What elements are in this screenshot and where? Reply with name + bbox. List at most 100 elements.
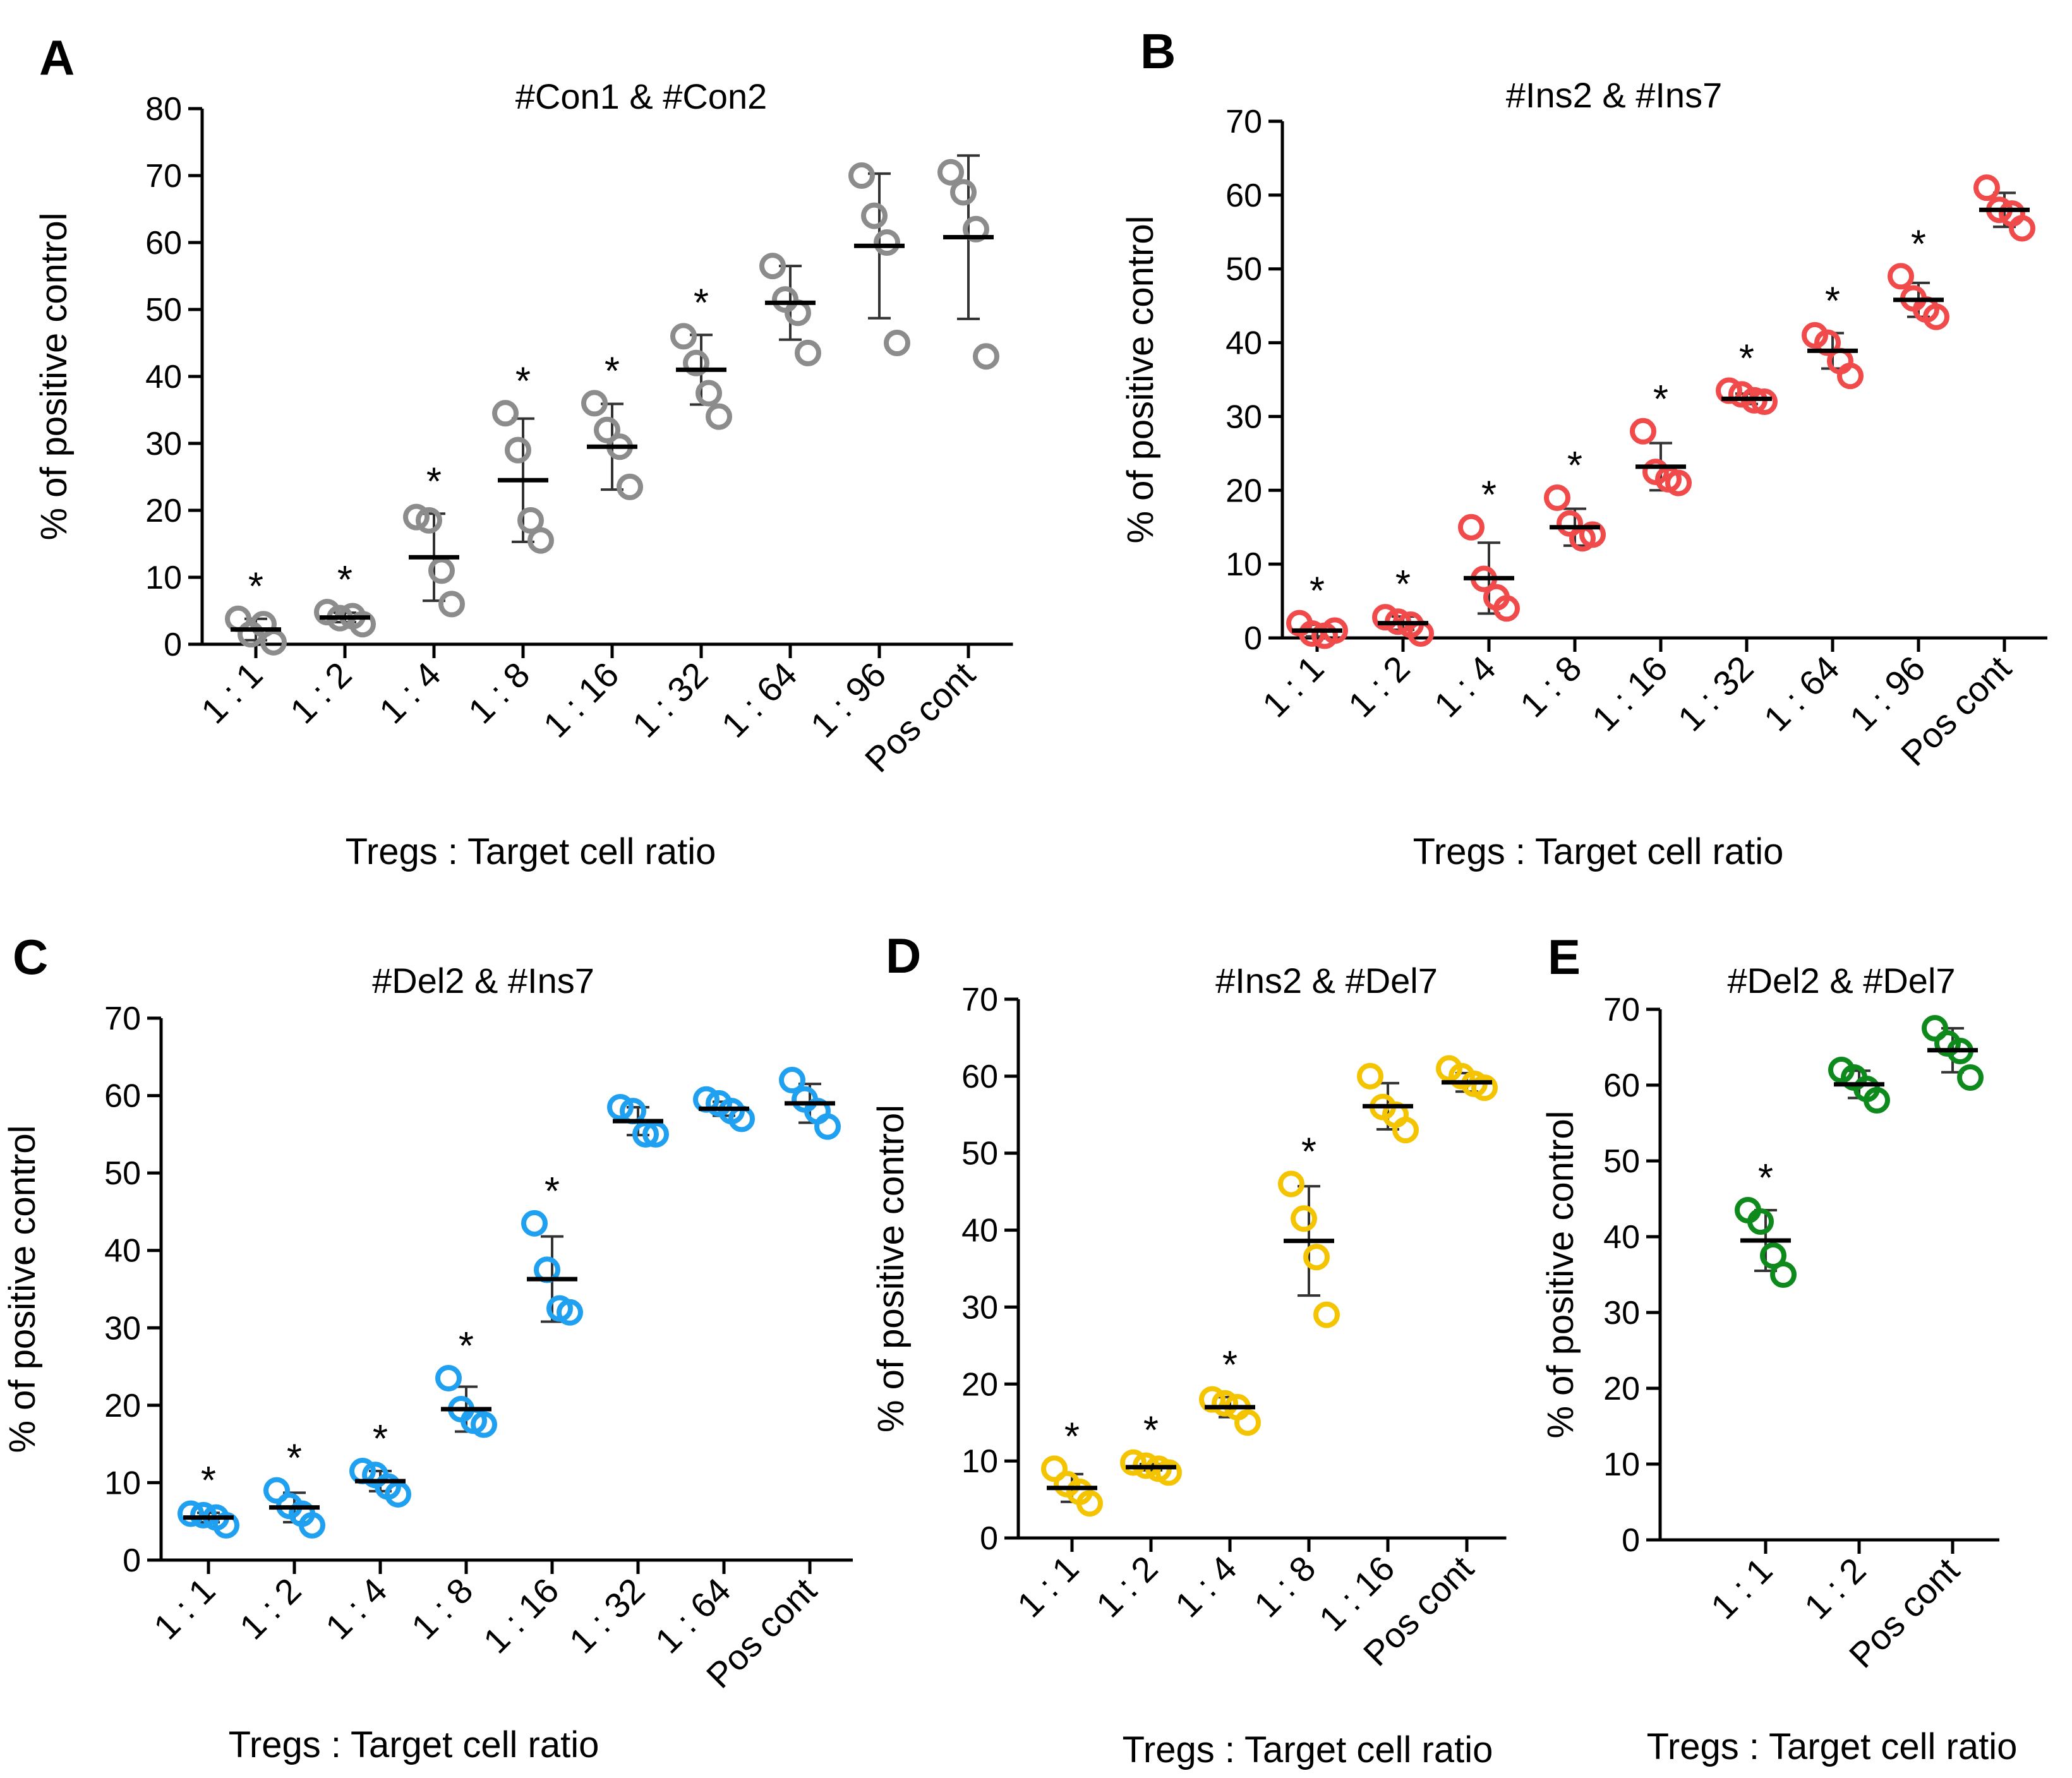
x-tick-label: 1 : 2 — [1088, 1548, 1166, 1625]
x-tick-label: 1 : 8 — [1512, 648, 1589, 725]
x-tick-label: 1 : 4 — [1167, 1548, 1244, 1625]
y-tick-label: 40 — [961, 1213, 998, 1249]
x-tick-label: 1 : 1 — [1703, 1550, 1780, 1627]
significance-star: * — [1739, 337, 1754, 381]
panel-a: A #Con1 & #Con2 0 10 20 30 40 50 60 70 80 % of posi… — [33, 30, 1013, 872]
y-tick-label: 60 — [104, 1078, 141, 1115]
data-point — [527, 527, 554, 554]
y-axis-label: % of positive control — [1120, 215, 1161, 543]
data-point — [492, 400, 519, 427]
data-point — [557, 1299, 583, 1326]
y-tick-label: 70 — [1603, 992, 1640, 1028]
data-point — [973, 343, 999, 370]
data-point — [471, 1411, 497, 1438]
data-point — [1458, 514, 1485, 541]
significance-star: * — [1653, 378, 1668, 421]
data-point — [632, 1120, 659, 1148]
significance-star: * — [459, 1324, 474, 1368]
data-point — [1579, 521, 1606, 548]
y-tick-label: 20 — [104, 1388, 141, 1424]
y-tick-label: 70 — [961, 982, 998, 1018]
significance-star: * — [373, 1417, 388, 1461]
y-tick-label: 40 — [104, 1233, 141, 1270]
data-point — [670, 323, 697, 350]
y-tick-label: 10 — [1226, 546, 1262, 583]
data-point — [779, 1067, 805, 1094]
x-tick-label: 1 : 8 — [404, 1570, 481, 1647]
data-point — [1313, 1301, 1340, 1328]
significance-star: * — [1911, 222, 1926, 266]
significance-star: * — [1222, 1343, 1238, 1387]
panel-letter: A — [39, 30, 75, 85]
x-tick-label: 1 : 64 — [714, 654, 805, 745]
y-tick-label: 50 — [961, 1136, 998, 1172]
panel-letter: C — [13, 929, 48, 985]
x-tick-label: 1 : 2 — [232, 1570, 309, 1647]
significance-star: * — [1825, 279, 1840, 323]
data-point — [607, 1093, 634, 1120]
data-point — [1751, 388, 1778, 416]
y-tick-label: 50 — [1603, 1143, 1640, 1180]
data-point — [517, 507, 544, 534]
data-point — [1493, 595, 1520, 622]
panel-letter: B — [1140, 23, 1176, 79]
y-tick-label: 50 — [145, 292, 182, 328]
x-tick-label: 1 : 64 — [1756, 648, 1847, 739]
data-point — [1076, 1490, 1103, 1517]
data-point — [1716, 377, 1742, 404]
x-tick-label: 1 : 1 — [146, 1570, 223, 1647]
y-tick-label: 60 — [1603, 1067, 1640, 1104]
x-tick-label: 1 : 2 — [1340, 648, 1418, 725]
significance-star: * — [1143, 1409, 1159, 1453]
data-point — [260, 628, 287, 656]
data-point — [1392, 1117, 1419, 1144]
data-point — [1471, 1074, 1498, 1102]
data-point — [1120, 1449, 1147, 1476]
y-tick-label: 70 — [104, 1000, 141, 1037]
y-tick-label: 40 — [1226, 325, 1262, 362]
y-tick-label: 10 — [145, 560, 182, 596]
data-point — [642, 1120, 669, 1148]
data-point — [190, 1501, 217, 1529]
x-axis-label: Tregs : Target cell ratio — [346, 831, 716, 872]
data-point — [696, 380, 722, 407]
significance-star: * — [248, 565, 263, 609]
data-point — [1278, 1170, 1304, 1198]
data-point — [1291, 1205, 1317, 1232]
significance-star: * — [545, 1170, 560, 1213]
panel-letter: D — [886, 928, 921, 983]
x-tick-label: 1 : 4 — [318, 1570, 395, 1647]
data-point — [1728, 381, 1755, 408]
data-point — [1922, 1015, 1948, 1042]
data-point — [1303, 1244, 1330, 1271]
x-tick-label: 1 : 1 — [1255, 648, 1332, 725]
data-point — [884, 330, 910, 356]
data-point — [1199, 1386, 1226, 1413]
panel-e: E #Del2 & #Del7 0 10 20 30 40 50 60 70 % of positi… — [1540, 929, 2017, 1767]
y-tick-label: 60 — [961, 1059, 998, 1095]
y-tick-label: 60 — [1226, 177, 1262, 214]
x-tick-label: 1 : 1 — [1009, 1548, 1087, 1625]
significance-star: * — [1064, 1415, 1080, 1458]
data-point — [1888, 263, 1914, 290]
x-tick-label: 1 : 8 — [1246, 1548, 1323, 1625]
data-point — [594, 416, 620, 443]
significance-star: * — [287, 1437, 302, 1481]
data-point — [1973, 174, 2000, 201]
data-point — [1372, 604, 1399, 631]
data-point — [521, 1210, 548, 1237]
data-point — [2009, 215, 2035, 242]
y-tick-label: 0 — [164, 627, 182, 663]
y-tick-label: 20 — [961, 1366, 998, 1403]
panel-title: #Ins2 & #Ins7 — [1506, 75, 1722, 115]
y-tick-label: 30 — [1603, 1295, 1640, 1331]
y-tick-label: 60 — [145, 225, 182, 261]
x-tick-label: 1 : 4 — [1426, 648, 1503, 725]
x-tick-label: 1 : 16 — [1584, 648, 1675, 739]
y-tick-label: 0 — [1622, 1522, 1640, 1559]
panel-b: B #Ins2 & #Ins7 0 10 20 30 40 50 60 70 % of positi… — [1120, 23, 2047, 872]
x-tick-label: 1 : 1 — [193, 654, 270, 731]
y-tick-label: 0 — [1244, 620, 1262, 657]
x-tick-label: 1 : 4 — [371, 654, 449, 731]
significance-star: * — [1567, 444, 1582, 488]
